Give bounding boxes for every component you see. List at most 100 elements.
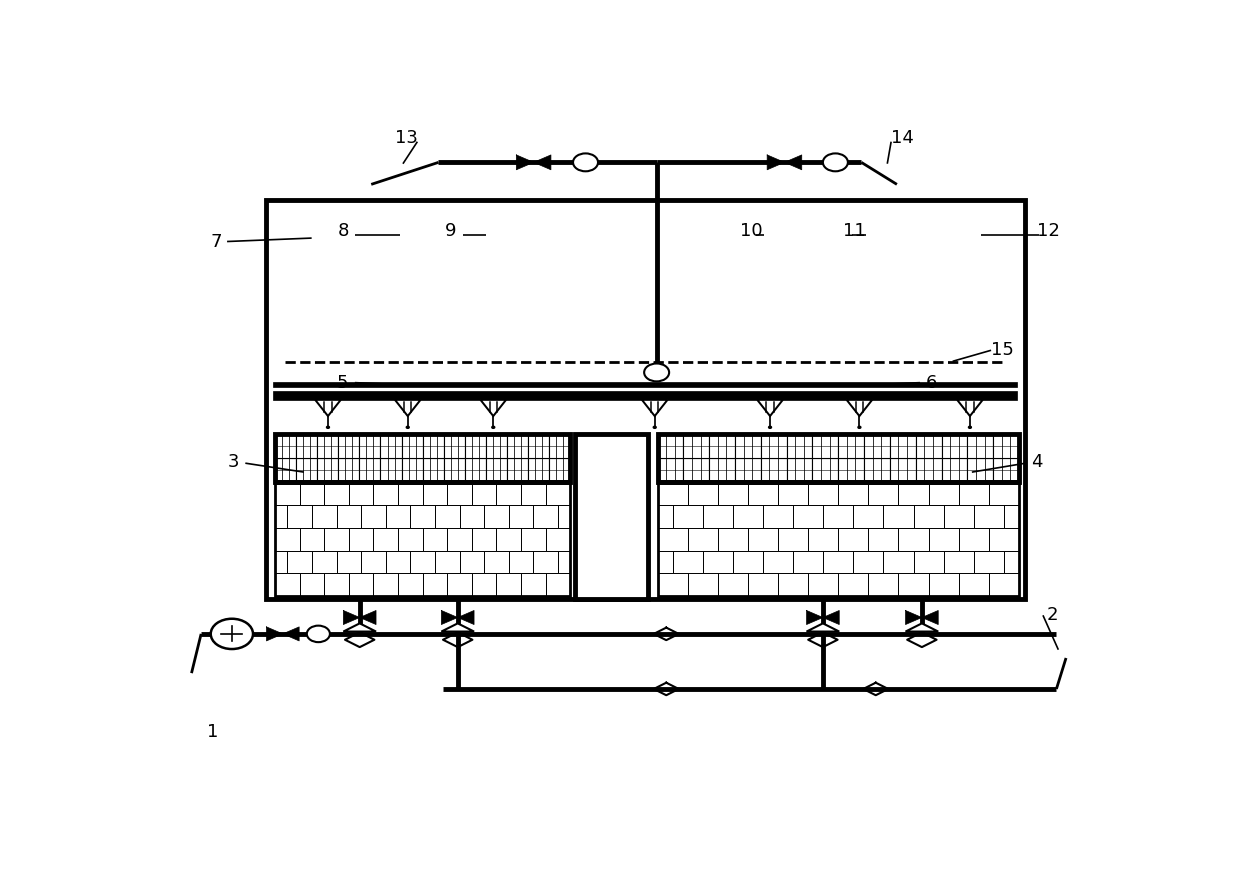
Bar (1004, 551, 1019, 573)
Bar (915, 434, 941, 459)
Bar (718, 483, 748, 505)
Bar (823, 505, 853, 527)
Bar (484, 551, 508, 573)
Bar (657, 505, 672, 527)
Bar (988, 573, 1019, 596)
Bar (336, 551, 361, 573)
Polygon shape (806, 623, 839, 631)
Bar (275, 459, 296, 483)
Bar (423, 573, 448, 596)
Bar (993, 459, 1019, 483)
Bar (508, 551, 533, 573)
Bar (275, 505, 288, 527)
Bar (546, 527, 570, 551)
Bar (325, 527, 348, 551)
Bar (890, 434, 915, 459)
Bar (941, 434, 967, 459)
Bar (521, 573, 546, 596)
Bar (777, 527, 808, 551)
Bar (763, 551, 794, 573)
Bar (794, 551, 823, 573)
Circle shape (306, 626, 330, 642)
Text: 6: 6 (926, 374, 937, 392)
Bar (914, 551, 944, 573)
Bar (868, 483, 899, 505)
Circle shape (858, 426, 861, 428)
Bar (868, 527, 899, 551)
Bar (325, 483, 348, 505)
Bar (373, 573, 398, 596)
Bar (688, 483, 718, 505)
Bar (348, 527, 373, 551)
Bar (386, 551, 410, 573)
Bar (838, 483, 868, 505)
Bar (657, 527, 688, 551)
Text: 15: 15 (991, 341, 1014, 358)
Bar (733, 505, 763, 527)
Text: 10: 10 (739, 223, 763, 240)
Bar (528, 459, 549, 483)
Bar (959, 527, 988, 551)
Bar (763, 505, 794, 527)
Bar (275, 434, 570, 483)
Bar (339, 434, 360, 459)
Bar (883, 551, 914, 573)
Bar (361, 505, 386, 527)
Bar (864, 459, 890, 483)
Bar (288, 505, 312, 527)
Text: 14: 14 (892, 130, 914, 148)
Bar (748, 573, 777, 596)
Bar (777, 483, 808, 505)
Bar (460, 505, 484, 527)
Bar (763, 394, 777, 400)
Bar (300, 483, 325, 505)
Bar (864, 434, 890, 459)
Bar (448, 527, 471, 551)
Bar (823, 551, 853, 573)
Bar (899, 527, 929, 551)
Text: 8: 8 (337, 223, 348, 240)
Bar (423, 483, 448, 505)
Polygon shape (343, 623, 376, 631)
Bar (398, 527, 423, 551)
Bar (868, 573, 899, 596)
Bar (496, 527, 521, 551)
Bar (915, 459, 941, 483)
Text: 5: 5 (336, 374, 348, 392)
Bar (959, 573, 988, 596)
Text: 12: 12 (1038, 223, 1060, 240)
Bar (683, 434, 709, 459)
Bar (410, 551, 435, 573)
Bar (401, 394, 415, 400)
Bar (275, 551, 288, 573)
Text: 13: 13 (396, 130, 418, 148)
Bar (838, 434, 864, 459)
Polygon shape (441, 623, 474, 631)
Bar (336, 505, 361, 527)
Bar (496, 573, 521, 596)
Bar (688, 573, 718, 596)
Bar (398, 483, 423, 505)
Bar (486, 394, 501, 400)
Circle shape (769, 426, 771, 428)
Text: 2: 2 (1047, 606, 1058, 624)
Circle shape (326, 426, 330, 428)
Bar (296, 459, 317, 483)
Text: 9: 9 (445, 223, 456, 240)
Bar (703, 551, 733, 573)
Bar (657, 483, 688, 505)
Polygon shape (758, 400, 782, 416)
Bar (275, 434, 296, 459)
Bar (575, 434, 649, 600)
Bar (348, 483, 373, 505)
Polygon shape (957, 400, 983, 416)
Bar (273, 382, 1017, 387)
Bar (890, 459, 915, 483)
Bar (808, 483, 838, 505)
Bar (929, 483, 959, 505)
Bar (967, 434, 993, 459)
Bar (444, 459, 465, 483)
Bar (973, 551, 1004, 573)
Bar (507, 459, 528, 483)
Bar (761, 434, 786, 459)
